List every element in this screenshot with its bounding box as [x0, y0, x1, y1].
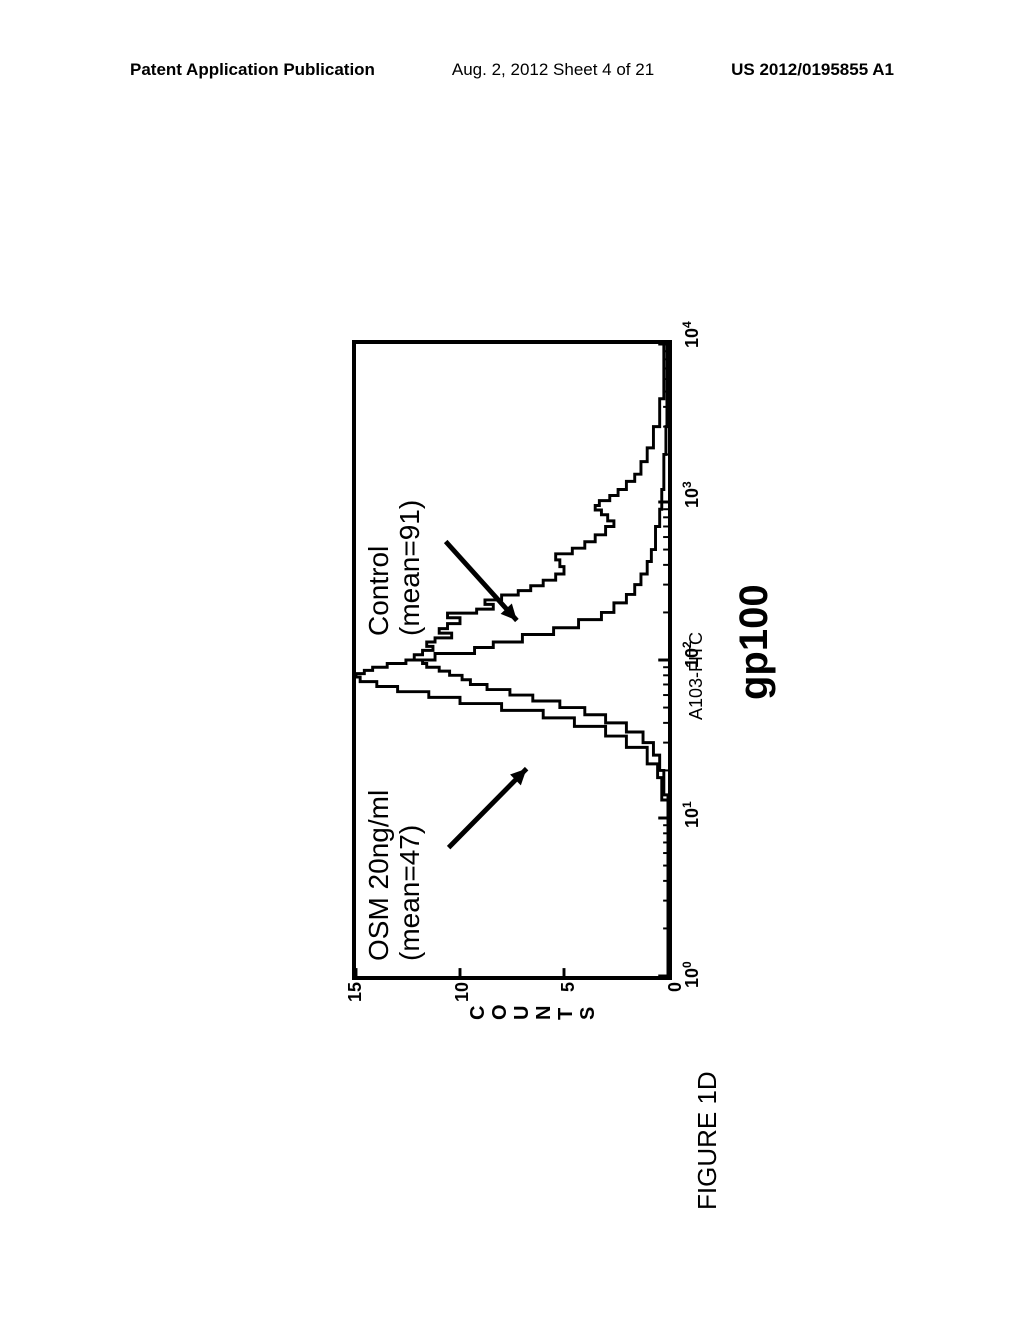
annotation-osm-line1: OSM 20ng/ml [364, 790, 395, 961]
annotation-control: Control (mean=91) [364, 500, 426, 636]
x-tick-label: 103 [680, 481, 703, 508]
annotation-control-line2: (mean=91) [395, 500, 426, 636]
chart-title: gp100 [732, 584, 777, 700]
x-tick-label: 104 [680, 321, 703, 348]
annotation-osm-line2: (mean=47) [395, 790, 426, 961]
header-right: US 2012/0195855 A1 [731, 60, 894, 80]
chart-box: OSM 20ng/ml (mean=47) Control (mean=91) … [352, 340, 672, 980]
x-tick-label: 100 [680, 961, 703, 988]
y-axis-letter: N [533, 1002, 555, 1020]
figure-label: FIGURE 1D [692, 1071, 723, 1210]
y-axis-letter: U [511, 1002, 533, 1020]
x-tick-label: 101 [680, 801, 703, 828]
figure-container: FIGURE 1D gp100 A103-FITC COUNTS OSM 20n… [352, 340, 672, 980]
y-axis-letter: O [489, 1002, 511, 1020]
annotation-osm: OSM 20ng/ml (mean=47) [364, 790, 426, 961]
header-center: Aug. 2, 2012 Sheet 4 of 21 [452, 60, 654, 80]
x-tick-label: 102 [680, 641, 703, 668]
series-control [414, 344, 668, 976]
y-tick-label: 10 [452, 982, 473, 1010]
y-axis-letter: S [577, 1002, 599, 1020]
header-left: Patent Application Publication [130, 60, 375, 80]
y-tick-label: 5 [558, 982, 579, 1010]
annotation-control-line1: Control [364, 500, 395, 636]
y-tick-label: 15 [345, 982, 366, 1010]
